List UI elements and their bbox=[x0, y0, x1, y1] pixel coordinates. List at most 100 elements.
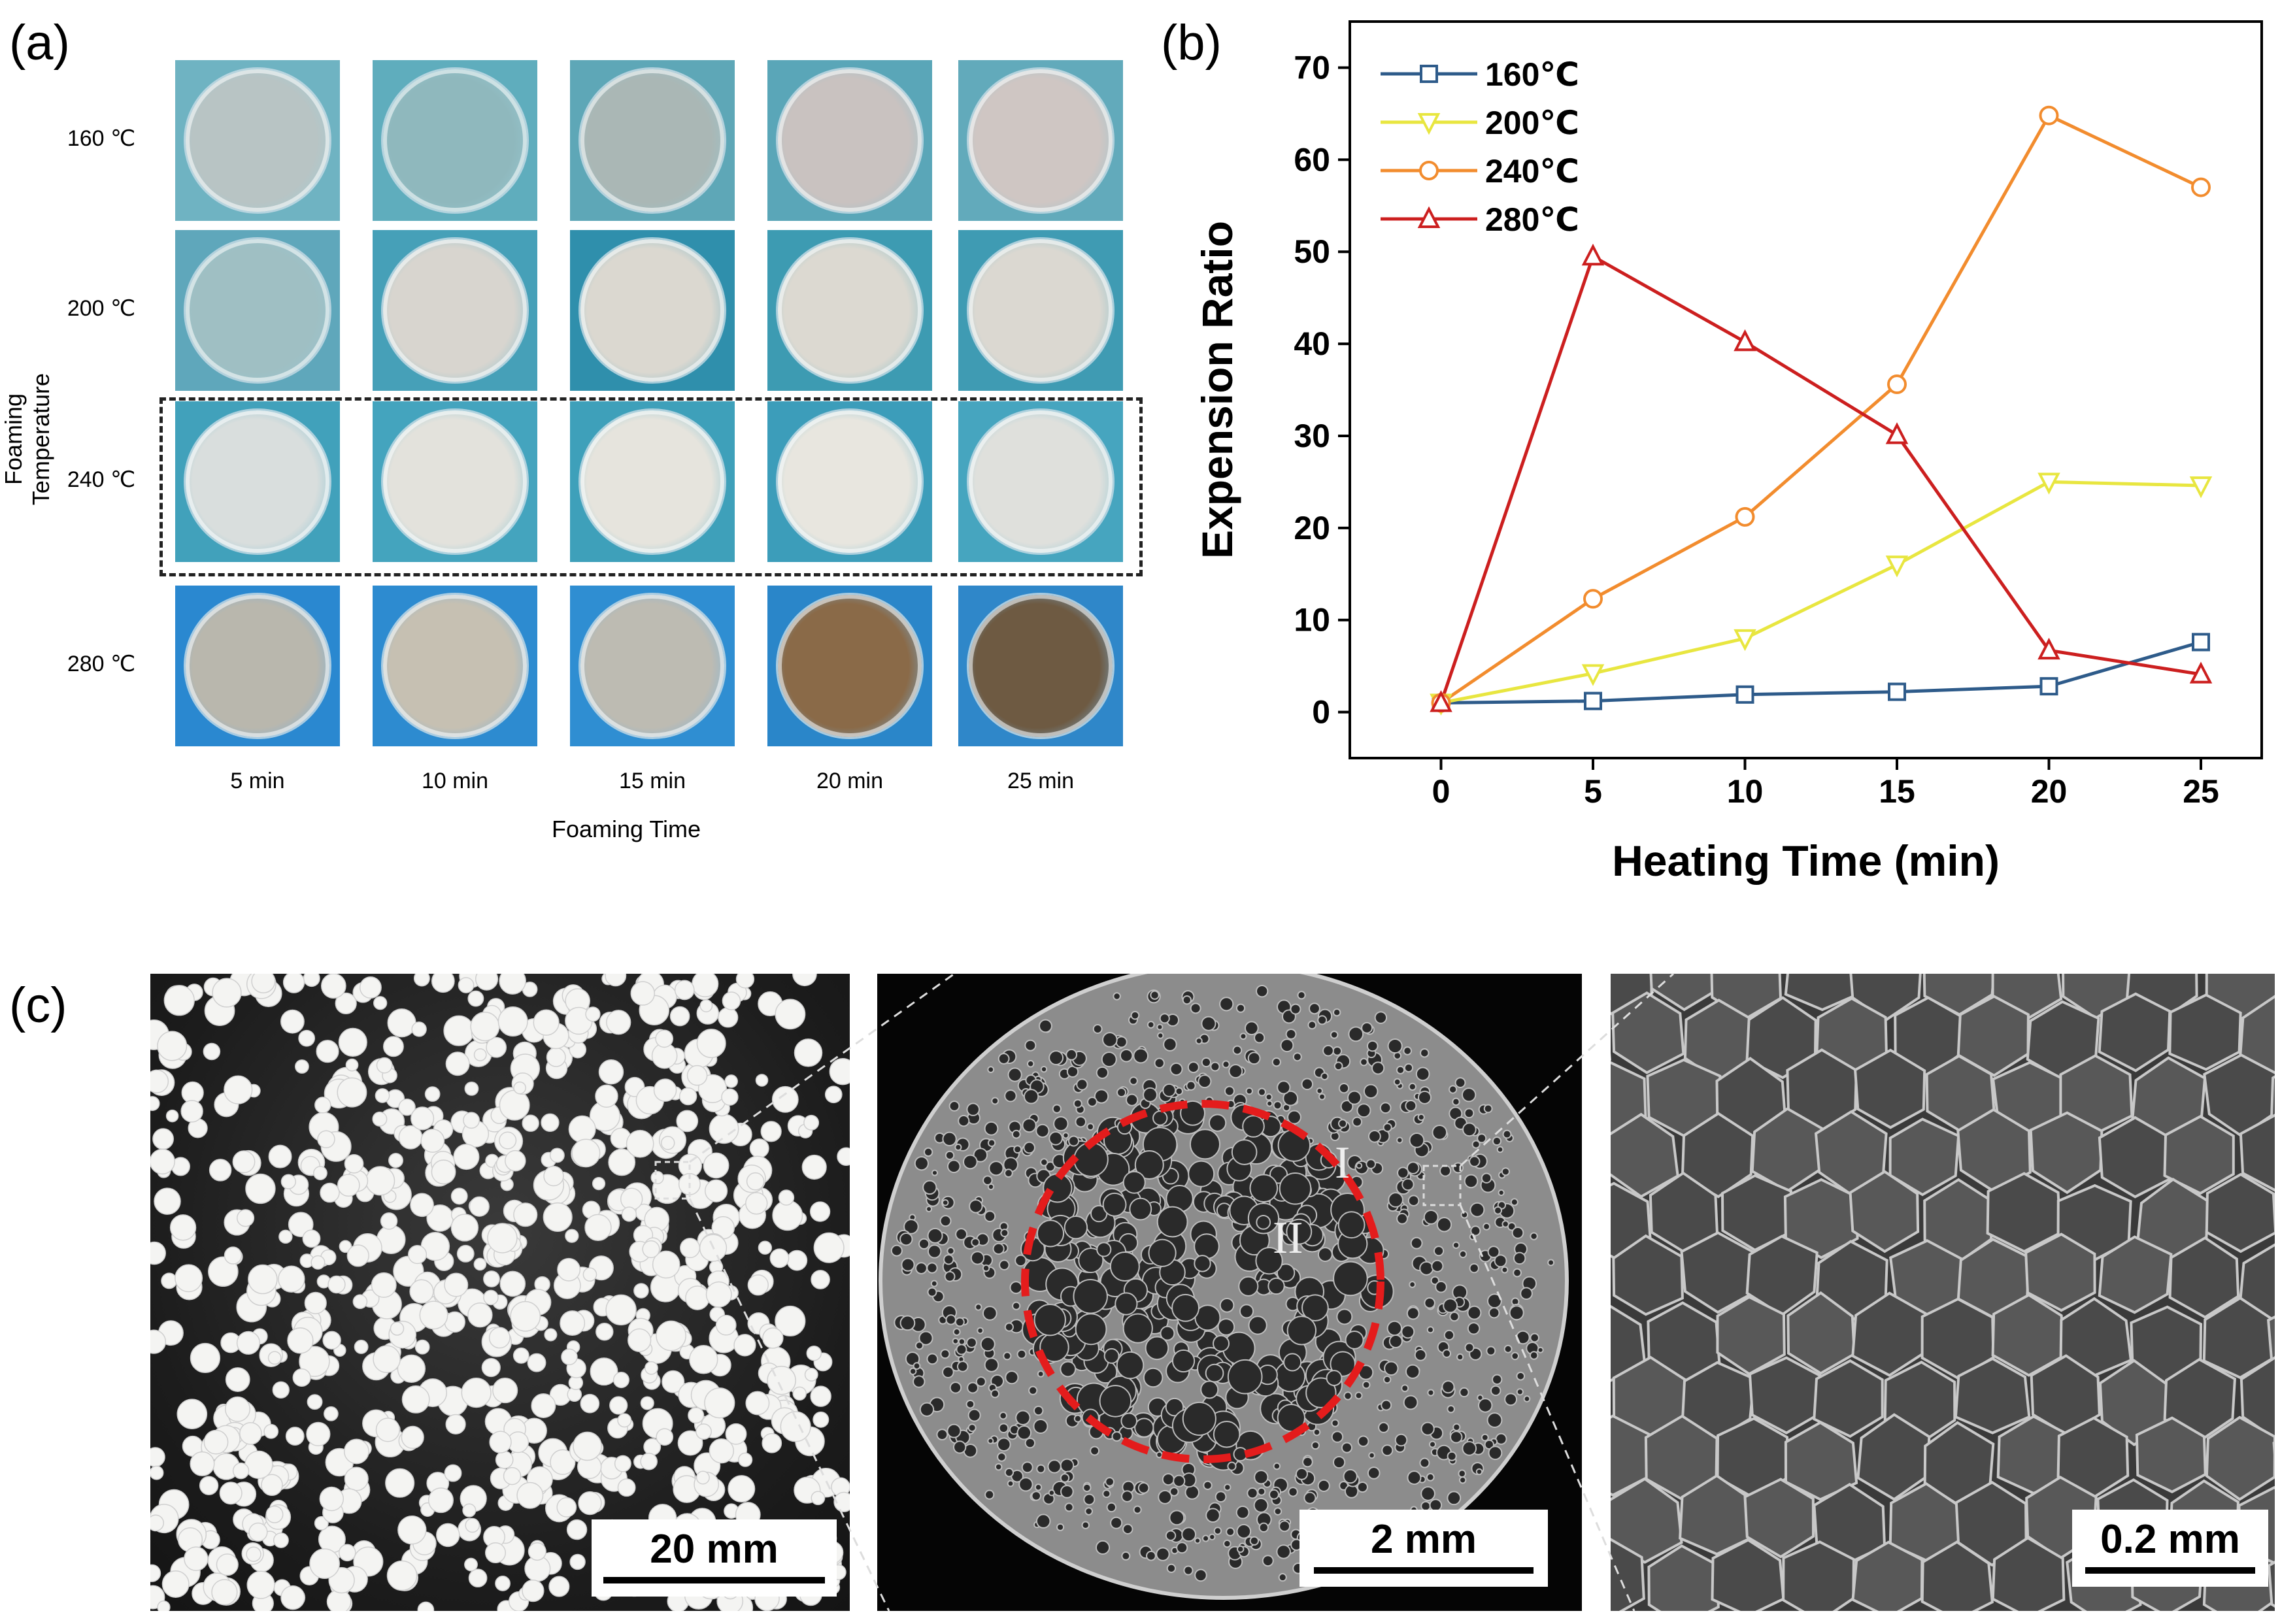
y-tick-label-5: 50 bbox=[1294, 233, 1330, 270]
foam-pore bbox=[947, 1247, 955, 1255]
foam-pore bbox=[1056, 1523, 1065, 1531]
foam-pore bbox=[1288, 1487, 1298, 1497]
foam-bead bbox=[203, 1429, 229, 1455]
foam-bead bbox=[244, 1450, 273, 1480]
foam-bead bbox=[288, 1212, 314, 1238]
foam-pore bbox=[1547, 1259, 1555, 1267]
foam-bead bbox=[272, 1381, 290, 1399]
foam-pore bbox=[1379, 1102, 1392, 1114]
series-line-2 bbox=[1440, 113, 2202, 704]
foam-pore bbox=[952, 1328, 961, 1336]
point-s0-2 bbox=[1735, 685, 1754, 704]
foam-pore bbox=[1362, 1380, 1371, 1389]
legend-marker-2 bbox=[1419, 161, 1439, 180]
foam-bead bbox=[605, 974, 627, 987]
foam-pore bbox=[1273, 1507, 1282, 1516]
foam-bead bbox=[298, 1029, 316, 1047]
foam-bead bbox=[320, 974, 346, 999]
foam-bead bbox=[467, 990, 484, 1007]
foam-pore bbox=[1266, 1100, 1273, 1107]
foam-pore bbox=[1189, 1129, 1221, 1160]
foam-pore bbox=[1245, 1087, 1253, 1095]
foam-pore bbox=[1228, 1064, 1243, 1079]
foam-bead bbox=[497, 1006, 528, 1037]
foam-pore bbox=[1509, 1305, 1524, 1321]
foam-pore bbox=[1130, 1010, 1140, 1020]
foam-bead bbox=[407, 1245, 428, 1265]
petri-dish bbox=[969, 595, 1113, 737]
foam-pore bbox=[1073, 1099, 1082, 1108]
foam-pore bbox=[997, 1437, 1011, 1452]
foam-pore bbox=[1157, 1032, 1164, 1039]
foam-bead bbox=[489, 1431, 512, 1453]
foam-pore bbox=[1035, 1514, 1051, 1529]
plot-frame bbox=[1349, 20, 2263, 759]
foam-bead bbox=[154, 1187, 181, 1215]
foam-pore bbox=[1403, 1395, 1418, 1410]
foam-pore bbox=[1396, 1136, 1403, 1144]
foam-pore bbox=[1205, 1508, 1220, 1523]
foam-pore bbox=[956, 1361, 969, 1372]
foam-pore bbox=[1115, 1036, 1128, 1048]
foam-pore bbox=[922, 1180, 937, 1195]
foam-bead bbox=[546, 1047, 566, 1067]
foam-bead bbox=[792, 974, 817, 987]
foam-pore bbox=[941, 1199, 949, 1206]
foam-pore bbox=[1109, 1251, 1140, 1282]
foam-pore bbox=[1467, 1305, 1482, 1320]
foam-bead bbox=[190, 1451, 215, 1476]
point-s0-4 bbox=[2039, 677, 2058, 696]
foam-bead bbox=[431, 1159, 456, 1185]
foam-bead bbox=[548, 1576, 570, 1597]
foam-bead bbox=[319, 1486, 344, 1512]
foam-pore bbox=[1052, 1104, 1062, 1114]
foam-bead bbox=[161, 1272, 178, 1289]
foam-pore bbox=[1171, 1293, 1199, 1322]
foam-bead bbox=[424, 1086, 441, 1102]
petri-dish bbox=[969, 410, 1113, 553]
foam-cell bbox=[2239, 1356, 2275, 1440]
foam-pore bbox=[1208, 1114, 1227, 1132]
foam-pore bbox=[1106, 1502, 1117, 1513]
foam-cell bbox=[1786, 1291, 1856, 1375]
foam-pore bbox=[1311, 1441, 1320, 1450]
foam-pore bbox=[1238, 1276, 1259, 1297]
foam-bead bbox=[605, 1294, 637, 1326]
dish-photo-r2-c2 bbox=[570, 401, 735, 562]
foam-cell bbox=[2205, 1416, 2275, 1501]
foam-pore bbox=[1024, 1437, 1036, 1449]
foam-pore bbox=[1530, 1232, 1538, 1240]
foam-pore bbox=[999, 1259, 1010, 1270]
foam-pore bbox=[1122, 1523, 1133, 1534]
foam-pore bbox=[1257, 1087, 1267, 1097]
foam-pore bbox=[1183, 1565, 1194, 1576]
foam-pore bbox=[1470, 1225, 1481, 1236]
foam-pore bbox=[1209, 1533, 1216, 1541]
foam-bead bbox=[199, 1476, 219, 1495]
point-s2-4 bbox=[2039, 105, 2059, 125]
foam-pore bbox=[1279, 1520, 1291, 1533]
foam-pore bbox=[1317, 1247, 1333, 1262]
foam-bead bbox=[385, 1468, 415, 1498]
foam-pore bbox=[909, 1367, 917, 1376]
col-label-2: 15 min bbox=[618, 769, 686, 793]
foam-bead bbox=[431, 974, 455, 993]
foam-pore bbox=[1331, 1431, 1344, 1443]
dish-photo-r0-c3 bbox=[767, 60, 932, 221]
foam-bead bbox=[157, 1031, 188, 1061]
foam-bead bbox=[533, 1009, 560, 1036]
foam-pore bbox=[1181, 1527, 1197, 1542]
foam-bead bbox=[373, 996, 388, 1010]
foam-bead bbox=[417, 1601, 435, 1611]
foam-pore bbox=[918, 1238, 930, 1250]
foam-pore bbox=[1403, 1046, 1413, 1055]
panel-a-y-title: Foaming Temperature bbox=[0, 373, 54, 506]
foam-bead bbox=[436, 1523, 460, 1548]
foam-pore bbox=[1012, 1301, 1021, 1310]
foam-cell bbox=[2098, 1235, 2173, 1314]
dish-photo-r1-c3 bbox=[767, 230, 932, 391]
point-s3-2 bbox=[1734, 329, 1756, 352]
petri-dish bbox=[186, 410, 329, 553]
foam-bead bbox=[620, 1187, 643, 1210]
foam-pore bbox=[899, 1315, 916, 1331]
